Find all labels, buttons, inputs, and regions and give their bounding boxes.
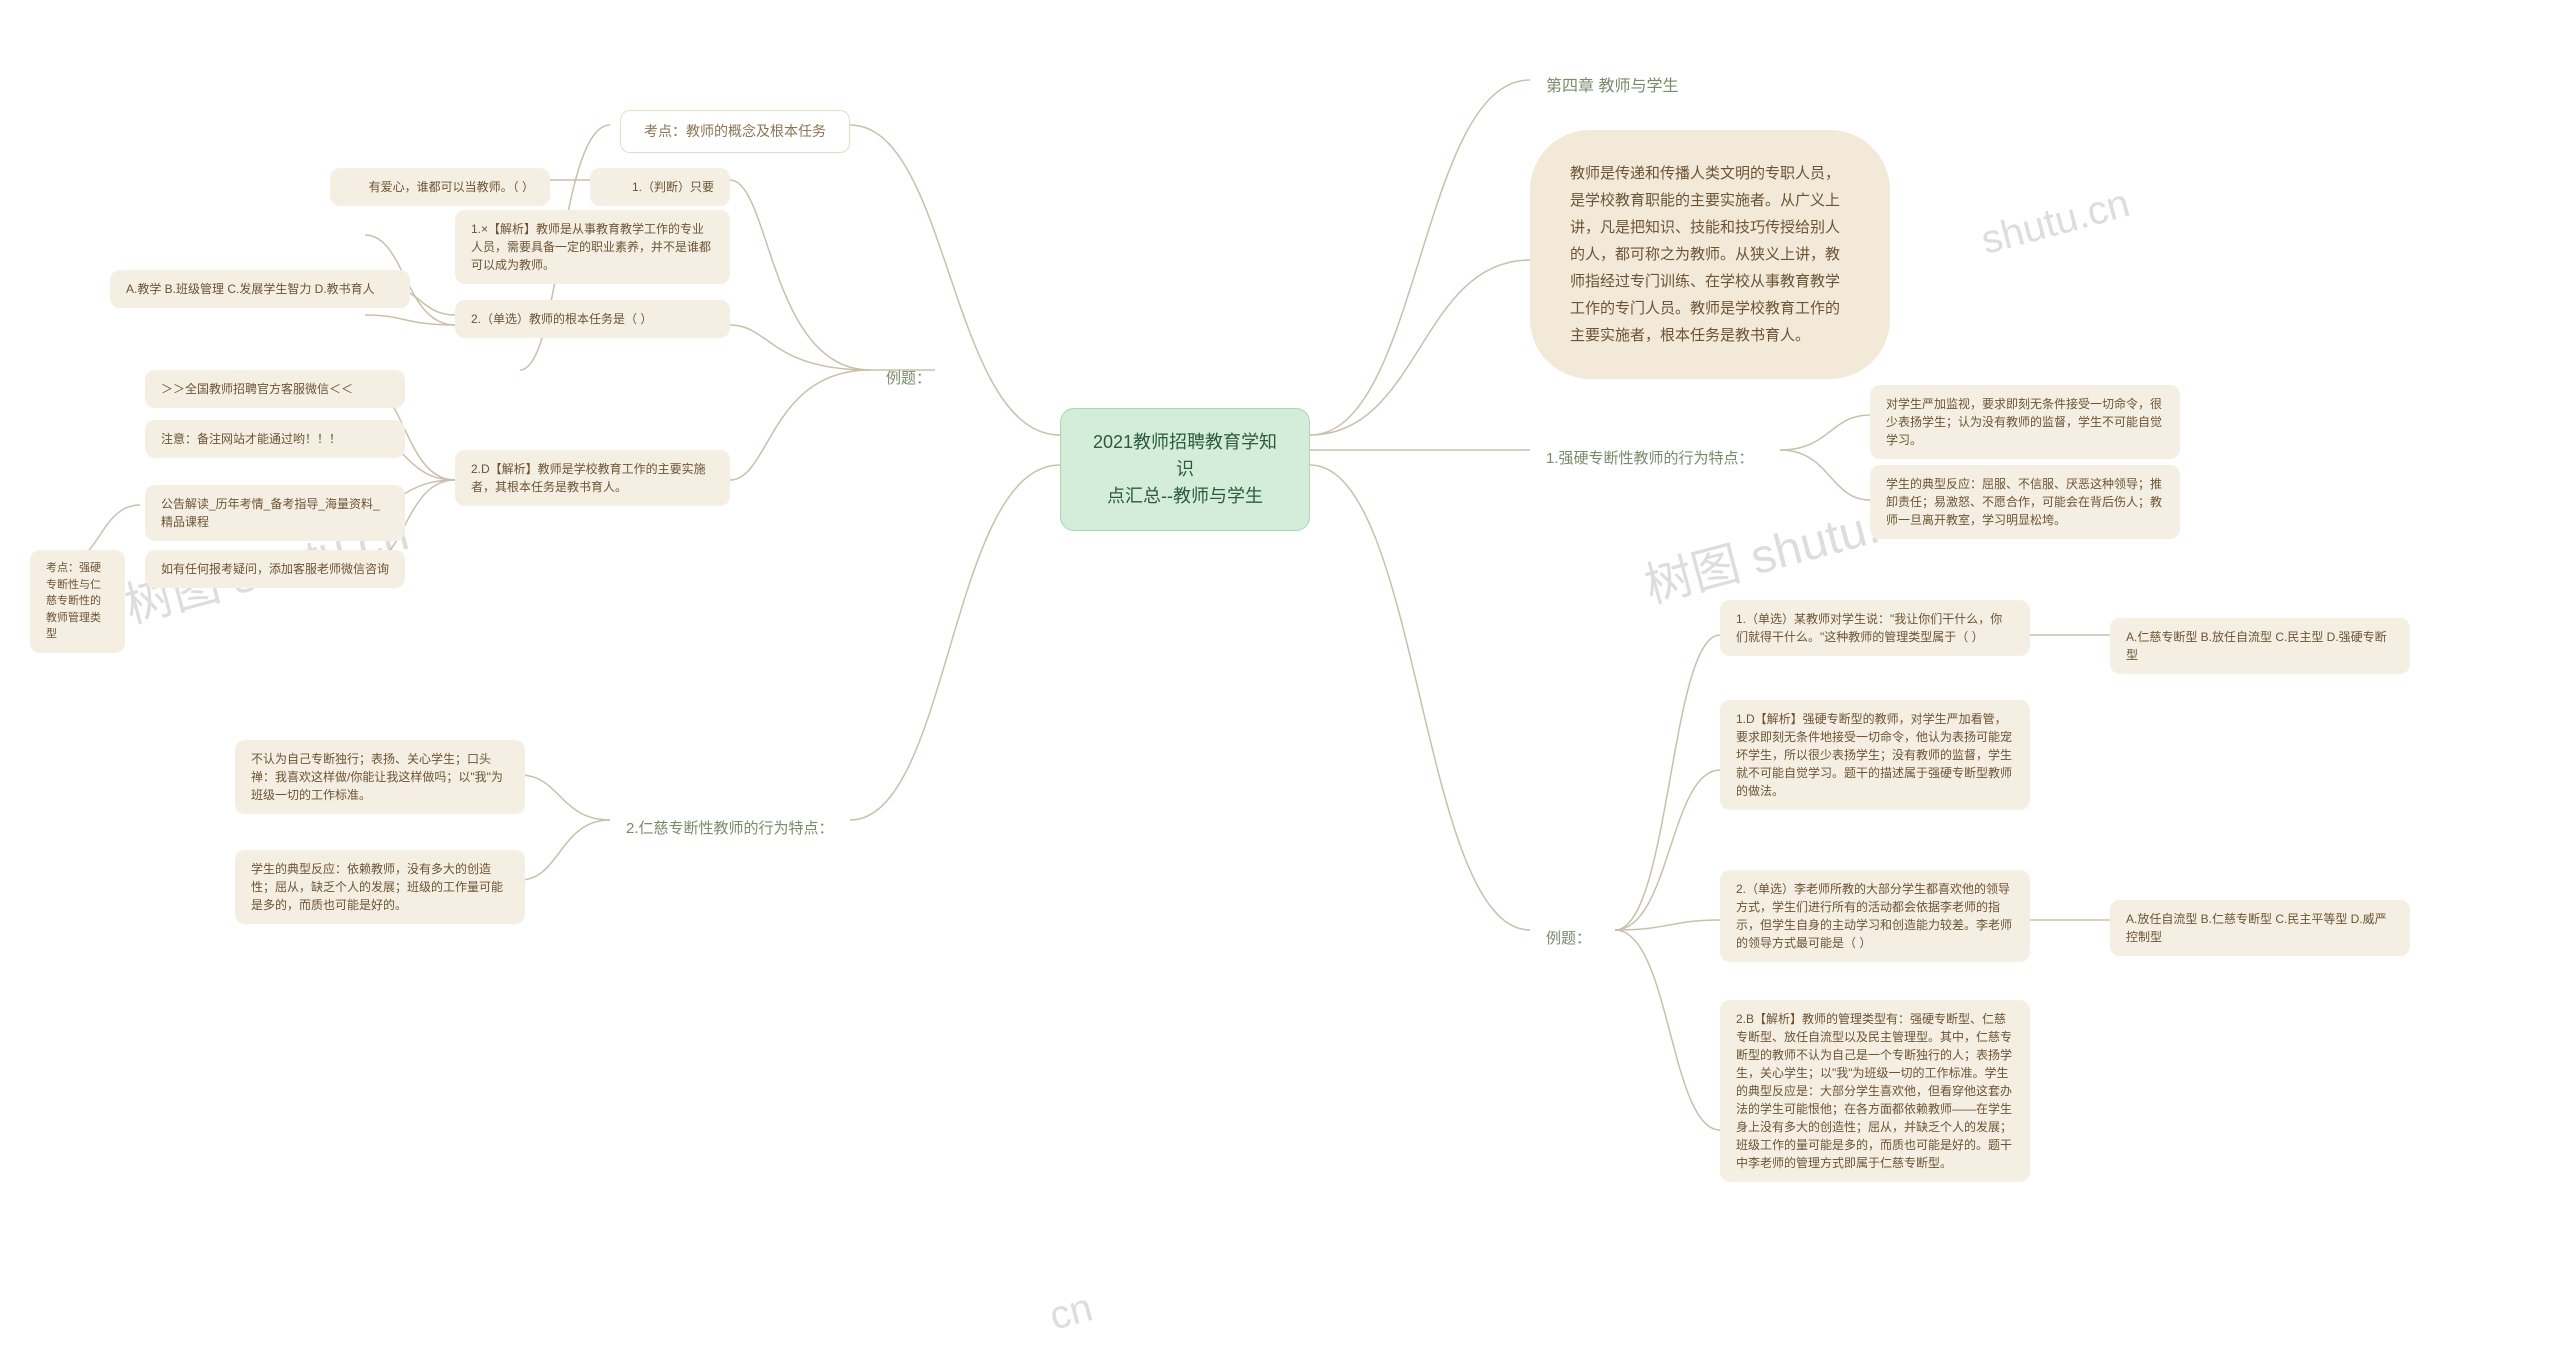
ex-r-q1-opts: A.仁慈专断型 B.放任自流型 C.民主型 D.强硬专断型 [2110, 618, 2410, 674]
concept-a2: 2.D【解析】教师是学校教育工作的主要实施者，其根本任务是教书育人。 [455, 450, 730, 506]
chapter-title: 第四章 教师与学生 [1530, 65, 1694, 109]
concept-q1: 1.（判断）只要 [590, 168, 730, 206]
concept-promo4: 如有任何报考疑问，添加客服老师微信咨询 [145, 550, 405, 588]
concept-promo1: ＞＞全国教师招聘官方客服微信＜＜ [145, 370, 405, 408]
concept-q1-pre: 有爱心，谁都可以当教师。（ ） [330, 168, 550, 206]
hard-p1: 对学生严加监视，要求即刻无条件接受一切命令，很少表扬学生；认为没有教师的监督，学… [1870, 385, 2180, 459]
ex-r-q2-opts: A.放任自流型 B.仁慈专断型 C.民主平等型 D.威严控制型 [2110, 900, 2410, 956]
ex-r-q2: 2.（单选）李老师所教的大部分学生都喜欢他的领导方式，学生们进行所有的活动都会依… [1720, 870, 2030, 962]
ex-r-q1: 1.（单选）某教师对学生说："我让你们干什么，你们就得干什么。"这种教师的管理类… [1720, 600, 2030, 656]
hard-branch-title: 1.强硬专断性教师的行为特点： [1530, 438, 1770, 481]
hard-p2: 学生的典型反应：屈服、不信服、厌恶这种领导；推卸责任；易激怒、不愿合作，可能会在… [1870, 465, 2180, 539]
root-line1: 2021教师招聘教育学知识 [1091, 429, 1279, 483]
root-node: 2021教师招聘教育学知识 点汇总--教师与学生 [1060, 408, 1310, 531]
concept-q2: 2.（单选）教师的根本任务是（ ） [455, 300, 730, 338]
ex-r-a2: 2.B【解析】教师的管理类型有：强硬专断型、仁慈专断型、放任自流型以及民主管理型… [1720, 1000, 2030, 1182]
concept-example-label: 例题： [870, 358, 947, 401]
kind-p2: 学生的典型反应：依赖教师，没有多大的创造性；屈从，缺乏个人的发展；班级的工作量可… [235, 850, 525, 924]
concept-title: 考点：教师的概念及根本任务 [620, 110, 850, 153]
kind-branch-title: 2.仁慈专断性教师的行为特点： [610, 808, 850, 851]
root-line2: 点汇总--教师与学生 [1091, 483, 1279, 510]
concept-q2-opts: A.教学 B.班级管理 C.发展学生智力 D.教书育人 [110, 270, 410, 308]
definition-node: 教师是传递和传播人类文明的专职人员，是学校教育职能的主要实施者。从广义上讲，凡是… [1530, 130, 1890, 379]
concept-promo3: 公告解读_历年考情_备考指导_海量资料_精品课程 [145, 485, 405, 541]
concept-a1: 1.×【解析】教师是从事教育教学工作的专业人员，需要具备一定的职业素养，并不是谁… [455, 210, 730, 284]
concept-tag: 考点：强硬专断性与仁慈专断性的教师管理类型 [30, 550, 125, 653]
examples-right-title: 例题： [1530, 918, 1607, 961]
kind-p1: 不认为自己专断独行；表扬、关心学生；口头禅：我喜欢这样做/你能让我这样做吗；以"… [235, 740, 525, 814]
concept-promo2: 注意：备注网站才能通过哟！！！ [145, 420, 405, 458]
ex-r-a1: 1.D【解析】强硬专断型的教师，对学生严加看管，要求即刻无条件地接受一切命令，他… [1720, 700, 2030, 810]
